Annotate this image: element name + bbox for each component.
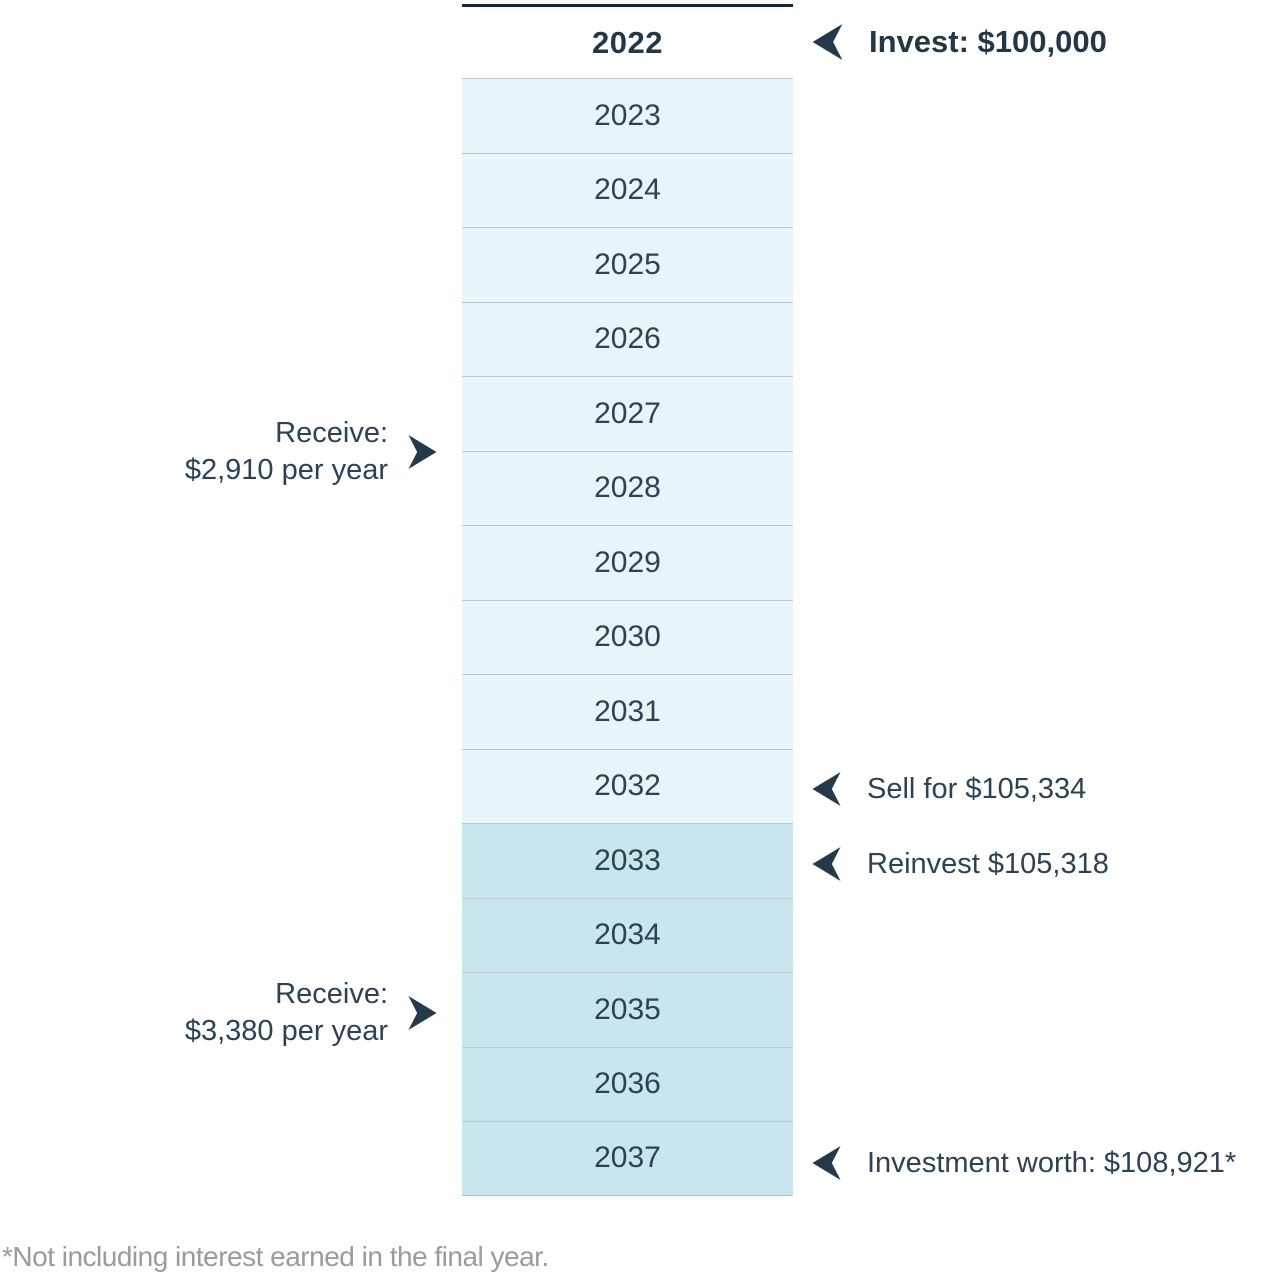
timeline-column: 2022 2023 2024 2025 2026 2027 2028 2029 … — [462, 4, 793, 1196]
year-row-2037: 2037 — [462, 1121, 793, 1196]
year-row-2032: 2032 — [462, 748, 793, 823]
arrow-right-icon — [408, 435, 437, 469]
investment-worth-annotation: Investment worth: $108,921* — [812, 1146, 1236, 1180]
receive-phase1-annotation: Receive: $2,910 per year — [0, 415, 437, 489]
receive-phase2-text: Receive: $3,380 per year — [185, 976, 388, 1050]
year-row-2026: 2026 — [462, 301, 793, 376]
year-row-2023: 2023 — [462, 78, 793, 153]
arrow-left-icon — [812, 847, 841, 881]
receive-phase1-text: Receive: $2,910 per year — [185, 415, 388, 489]
invest-label: Invest: $100,000 — [869, 24, 1107, 59]
year-row-2034: 2034 — [462, 897, 793, 972]
receive-phase2-line2: $3,380 per year — [184, 1015, 388, 1047]
arrow-left-icon — [812, 24, 843, 60]
reinvest-label: Reinvest $105,318 — [867, 847, 1109, 880]
sell-annotation: Sell for $105,334 — [812, 772, 1086, 806]
receive-phase2-annotation: Receive: $3,380 per year — [0, 976, 437, 1050]
year-row-2025: 2025 — [462, 227, 793, 302]
year-row-2031: 2031 — [462, 674, 793, 749]
year-row-2029: 2029 — [462, 525, 793, 600]
receive-phase1-line1: Receive: — [275, 417, 388, 449]
year-row-2036: 2036 — [462, 1046, 793, 1121]
footnote: *Not including interest earned in the fi… — [2, 1241, 549, 1272]
reinvest-annotation: Reinvest $105,318 — [812, 847, 1109, 881]
invest-annotation: Invest: $100,000 — [812, 24, 1107, 60]
year-row-2028: 2028 — [462, 450, 793, 525]
receive-phase2-line1: Receive: — [275, 978, 388, 1010]
sell-label: Sell for $105,334 — [867, 772, 1087, 805]
year-row-2027: 2027 — [462, 376, 793, 451]
year-row-2033: 2033 — [462, 823, 793, 898]
year-header-2022: 2022 — [462, 4, 793, 78]
arrow-left-icon — [812, 772, 841, 806]
arrow-left-icon — [812, 1146, 841, 1180]
receive-phase1-line2: $2,910 per year — [184, 454, 388, 486]
investment-worth-label: Investment worth: $108,921* — [867, 1146, 1237, 1179]
year-row-2030: 2030 — [462, 599, 793, 674]
year-row-2035: 2035 — [462, 972, 793, 1047]
year-row-2024: 2024 — [462, 152, 793, 227]
arrow-right-icon — [408, 996, 437, 1030]
